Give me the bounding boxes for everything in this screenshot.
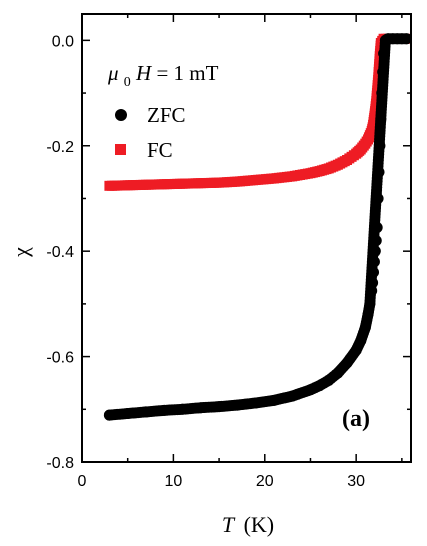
y-tick-label: -0.4 bbox=[46, 244, 74, 261]
x-axis-label: T (K) bbox=[222, 512, 274, 537]
field-subscript: 0 bbox=[124, 75, 131, 90]
field-annotation: μ 0 H = 1 mT bbox=[107, 61, 219, 91]
legend: ZFC FC bbox=[115, 103, 186, 162]
x-tick-label: 20 bbox=[256, 473, 274, 490]
legend-fc-label: FC bbox=[147, 138, 173, 162]
field-value: = 1 mT bbox=[156, 61, 218, 85]
plot-frame bbox=[81, 13, 412, 463]
x-axis-symbol: T bbox=[222, 512, 236, 537]
x-tick-label: 10 bbox=[164, 473, 182, 490]
data-layer bbox=[103, 33, 412, 421]
y-tick-label: -0.2 bbox=[46, 139, 74, 156]
y-axis-label: χ bbox=[8, 247, 33, 258]
panel-label: (a) bbox=[342, 406, 370, 432]
x-tick-label: 0 bbox=[78, 473, 87, 490]
y-tick-label: -0.6 bbox=[46, 350, 74, 367]
zfc-point bbox=[400, 33, 412, 45]
legend-fc-marker bbox=[115, 144, 126, 155]
legend-zfc-marker bbox=[115, 109, 127, 121]
x-tick-label: 30 bbox=[347, 473, 365, 490]
field-mu: μ bbox=[107, 61, 119, 85]
field-var: H bbox=[135, 61, 153, 85]
axis-ticks: 0 10 20 30 0.0 -0.2 -0.4 -0.6 -0.8 bbox=[46, 14, 411, 490]
y-tick-label: 0.0 bbox=[52, 33, 74, 50]
legend-zfc-label: ZFC bbox=[147, 103, 186, 127]
y-tick-label: -0.8 bbox=[46, 455, 74, 472]
x-axis-unit: (K) bbox=[244, 512, 275, 537]
